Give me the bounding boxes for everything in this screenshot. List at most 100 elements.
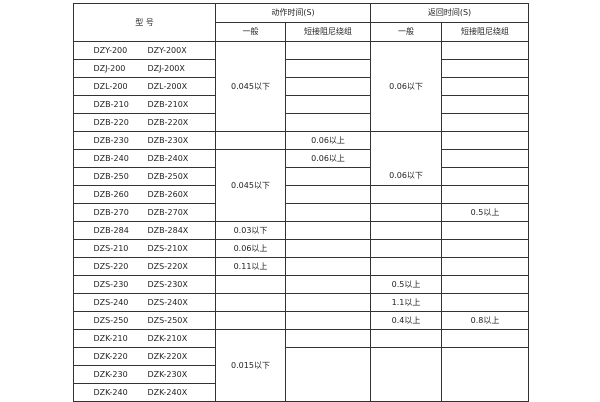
- model-a: DZB-250: [93, 171, 129, 181]
- header-return-short: 短接阻尼绕组: [441, 22, 530, 42]
- table-row: DZS-210 DZS-210X 0.06以上: [73, 239, 530, 258]
- model-a: DZB-270: [93, 207, 129, 217]
- return-short-cell: [441, 77, 530, 96]
- table-row: DZS-220 DZS-220X 0.11以上: [73, 257, 530, 276]
- model-a: DZB-230: [93, 135, 129, 145]
- return-short-cell: [441, 329, 530, 348]
- model-b: DZS-220X: [147, 261, 188, 271]
- relay-timing-table: 型 号 动作时间(S) 返回时间(S) 一般 短接阻尼绕组 一般 短接阻尼绕组 …: [73, 3, 530, 402]
- model-b: DZB-250X: [147, 171, 189, 181]
- model-b: DZK-210X: [147, 333, 188, 343]
- return-short-cell: [441, 41, 530, 60]
- action-short-cell: [284, 311, 372, 330]
- table-row: DZK-210 DZK-210X 0.015以下: [73, 329, 530, 402]
- header-model: 型 号: [73, 3, 216, 42]
- model-cell: DZB-230 DZB-230X: [73, 131, 216, 150]
- return-short-cell: [441, 257, 530, 276]
- model-cell: DZB-270 DZB-270X: [73, 203, 216, 222]
- header-action-time: 动作时间(S): [214, 3, 372, 23]
- table-row: DZK-220 DZK-220X: [73, 347, 530, 402]
- return-short-cell: [441, 185, 530, 204]
- model-b: DZB-260X: [147, 189, 189, 199]
- model-a: DZS-240: [93, 297, 129, 307]
- return-general-cell: 0.06以下: [370, 41, 443, 132]
- action-short-cell: [284, 59, 372, 78]
- return-short-cell: [441, 167, 530, 186]
- model-cell: DZK-210 DZK-210X: [73, 329, 216, 348]
- return-short-cell: [441, 347, 530, 402]
- model-cell: DZS-230 DZS-230X: [73, 275, 216, 294]
- model-cell: DZL-200 DZL-200X: [73, 77, 216, 96]
- table-row: DZB-240 DZB-240X 0.045以下 0.06以上: [73, 149, 530, 222]
- table-row: DZS-230 DZS-230X 0.5以上: [73, 275, 530, 294]
- model-a: DZB-210: [93, 99, 129, 109]
- action-short-cell: [284, 113, 372, 132]
- return-general-cell: 0.5以上: [370, 275, 443, 294]
- model-b: DZK-240X: [147, 387, 188, 397]
- model-cell: DZK-220 DZK-220X: [73, 347, 216, 366]
- model-a: DZK-230: [93, 369, 128, 379]
- return-general-cell: 0.4以上: [370, 311, 443, 330]
- header-return-general: 一般: [370, 22, 443, 42]
- table-row: DZB-284 DZB-284X 0.03以下: [73, 221, 530, 240]
- action-short-cell: 0.06以上: [284, 149, 372, 168]
- header-action-general: 一般: [215, 22, 286, 42]
- action-short-cell: [284, 221, 372, 240]
- return-short-cell: [441, 149, 530, 168]
- return-short-cell: 0.5以上: [441, 203, 530, 222]
- action-general-cell: [215, 311, 286, 330]
- return-general-cell: 1.1以上: [370, 293, 443, 312]
- table-row: DZY-200 DZY-200X 0.045以下 0.06以下: [73, 41, 530, 132]
- return-general-cell: [370, 221, 443, 240]
- return-short-cell: [441, 275, 530, 294]
- model-a: DZS-210: [93, 243, 129, 253]
- model-cell: DZY-200 DZY-200X: [73, 41, 216, 60]
- action-short-cell: [284, 239, 372, 258]
- model-cell: DZB-250 DZB-250X: [73, 167, 216, 186]
- header-return-time: 返回时间(S): [370, 3, 530, 23]
- model-cell: DZB-284 DZB-284X: [73, 221, 216, 240]
- header-action-short: 短接阻尼绕组: [284, 22, 372, 42]
- action-short-cell: [284, 203, 372, 222]
- return-short-cell: [441, 239, 530, 258]
- action-short-cell: [284, 329, 372, 348]
- model-b: DZY-200X: [147, 45, 187, 55]
- model-a: DZS-230: [93, 279, 129, 289]
- return-general-cell: [370, 257, 443, 276]
- model-b: DZB-284X: [147, 225, 189, 235]
- action-short-cell: [284, 257, 372, 276]
- model-a: DZJ-200: [93, 63, 126, 73]
- action-general-cell: 0.045以下: [215, 149, 286, 222]
- action-short-cell: [284, 77, 372, 96]
- action-general-cell: [215, 275, 286, 294]
- model-b: DZS-250X: [147, 315, 188, 325]
- model-cell: DZB-240 DZB-240X: [73, 149, 216, 168]
- model-b: DZL-200X: [147, 81, 188, 91]
- return-general-cell: [370, 347, 443, 402]
- return-general-cell: [370, 239, 443, 258]
- table-row: DZS-250 DZS-250X 0.4以上 0.8以上: [73, 311, 530, 330]
- table-row: DZB-210 DZB-210X: [73, 95, 530, 114]
- model-cell: DZB-220 DZB-220X: [73, 113, 216, 132]
- model-cell: DZS-210 DZS-210X: [73, 239, 216, 258]
- return-general-cell: [370, 185, 443, 204]
- model-a: DZK-210: [93, 333, 128, 343]
- model-cell: DZJ-200 DZJ-200X: [73, 59, 216, 78]
- action-short-cell: 0.06以上: [284, 131, 372, 150]
- model-a: DZY-200: [93, 45, 128, 55]
- model-a: DZK-220: [93, 351, 128, 361]
- model-a: DZB-240: [93, 153, 129, 163]
- table-row: DZB-220 DZB-220X: [73, 113, 530, 132]
- action-general-cell: 0.03以下: [215, 221, 286, 240]
- model-a: DZK-240: [93, 387, 128, 397]
- model-a: DZL-200: [93, 81, 128, 91]
- table-row: DZL-200 DZL-200X: [73, 77, 530, 96]
- model-cell: DZB-260 DZB-260X: [73, 185, 216, 204]
- return-short-cell: [441, 113, 530, 132]
- action-general-cell: [215, 131, 286, 150]
- model-a: DZB-260: [93, 189, 129, 199]
- model-cell: DZK-230 DZK-230X: [73, 365, 216, 384]
- action-general-cell: [215, 293, 286, 312]
- model-b: DZB-210X: [147, 99, 189, 109]
- action-general-cell: 0.11以上: [215, 257, 286, 276]
